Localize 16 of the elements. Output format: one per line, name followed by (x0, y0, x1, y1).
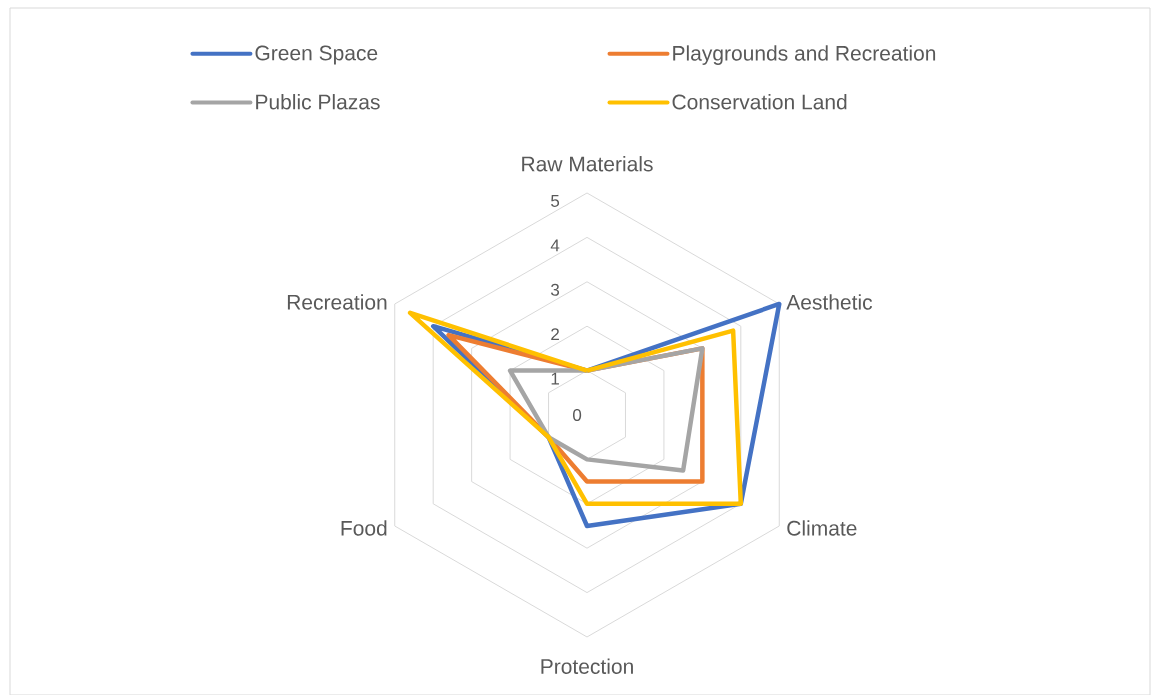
y-tick-label: 1 (551, 372, 559, 385)
legend-label: Conservation Land (672, 93, 847, 110)
y-tick-label: 0 (573, 408, 582, 421)
spoke-label: Climate (787, 520, 857, 536)
y-tick-label: 3 (550, 283, 560, 296)
spoke-label: Recreation (287, 294, 387, 310)
legend-label: Green Space (255, 45, 378, 65)
y-tick-label: 5 (551, 194, 560, 207)
spoke-label: Aesthetic (786, 294, 873, 310)
y-tick-label: 4 (550, 239, 560, 251)
spoke-label: Protection (541, 658, 633, 674)
spoke-label: Food (341, 520, 387, 536)
legend-label: Playgrounds and Recreation (673, 45, 936, 65)
y-tick-label: 2 (551, 328, 559, 340)
legend-label: Public Plazas (256, 93, 380, 110)
spoke-label: Raw Materials (522, 155, 653, 172)
